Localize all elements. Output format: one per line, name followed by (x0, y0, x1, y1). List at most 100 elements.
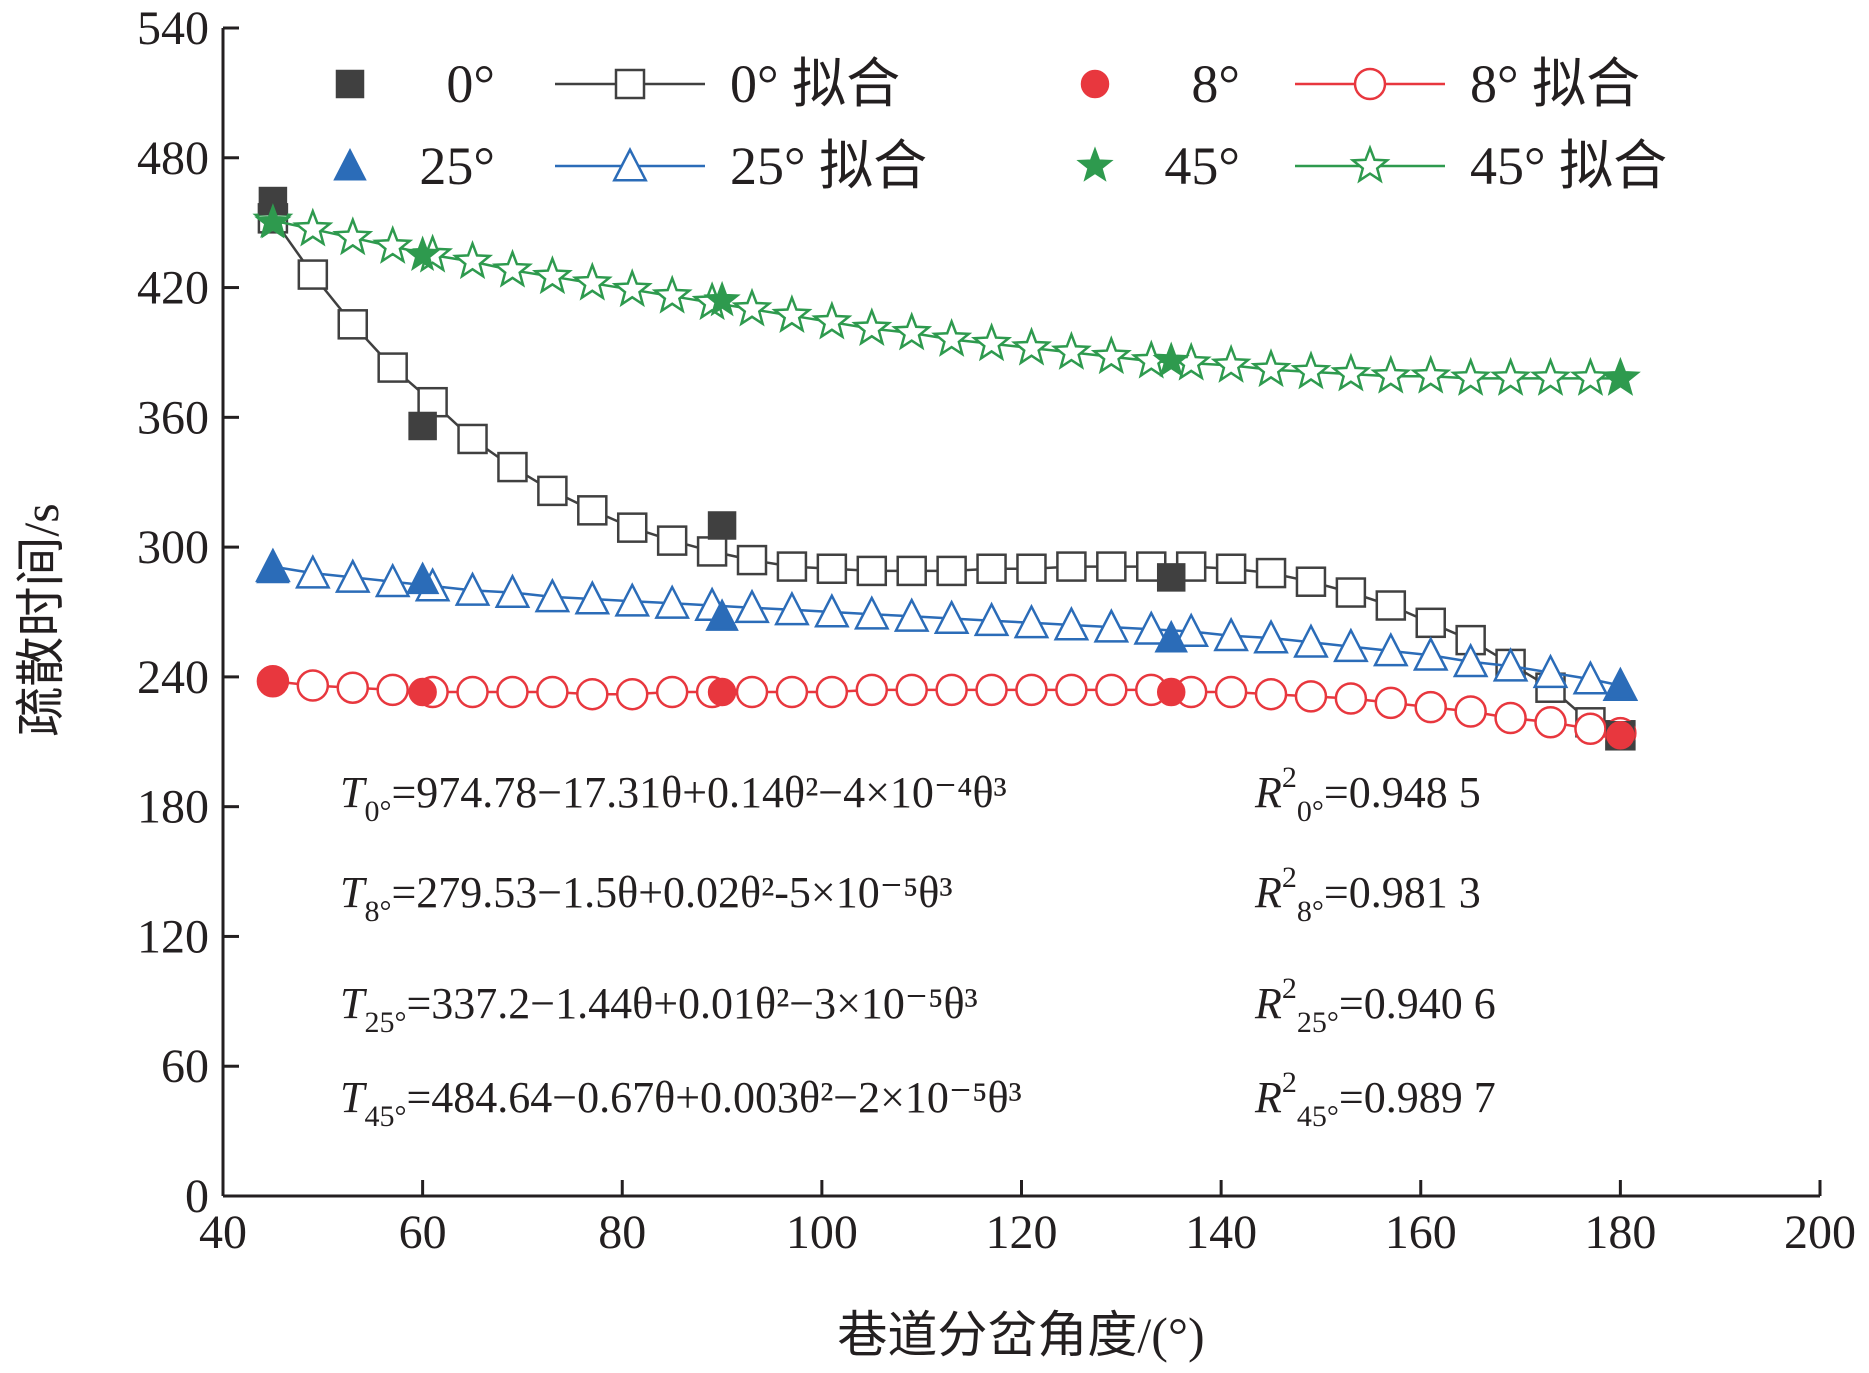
fit-equation: T25°=337.2−1.44θ+0.01θ²−3×10⁻⁵θ³ (340, 979, 978, 1039)
fit-marker-s25 (494, 573, 531, 609)
fit-marker-s0 (1215, 553, 1247, 584)
data-point-s0 (707, 511, 737, 540)
legend-entry-s8: 8° (1080, 54, 1240, 114)
fit-marker-s45 (491, 248, 533, 288)
data-point-s8 (1156, 677, 1186, 707)
r-superscript: 2 (1282, 861, 1297, 894)
legend-label-s0: 0° (446, 54, 495, 114)
y-tick-label: 480 (137, 132, 209, 185)
fit-marker-s45 (851, 307, 893, 347)
fit-marker-s25 (734, 588, 770, 624)
data-point-s45 (703, 280, 741, 317)
equation-row: T8°=279.53−1.5θ+0.02θ²-5×10⁻⁵θ³ R28°=0.98… (340, 861, 1481, 928)
equation-symbol: T (340, 768, 368, 817)
equation-subscript: 25° (364, 1006, 406, 1039)
x-tick-label: 180 (1584, 1206, 1656, 1259)
x-tick-label: 80 (598, 1206, 646, 1259)
fit-marker-s8 (655, 675, 689, 709)
data-point-s45 (254, 203, 292, 239)
legend-fit-marker-s25 (612, 147, 648, 182)
r-value: =0.948 5 (1324, 768, 1481, 817)
fit-marker-s25 (1373, 631, 1409, 667)
fit-marker-s8 (1414, 690, 1447, 724)
legend-label-s25: 25° (419, 136, 495, 196)
fit-marker-s25 (654, 584, 690, 619)
fit-marker-s8 (1494, 701, 1527, 735)
legend-label-s45: 45° (1164, 136, 1240, 196)
r-symbol: R (1254, 1073, 1282, 1122)
fit-marker-s0 (696, 536, 728, 567)
fit-marker-s45 (571, 261, 613, 301)
r-symbol: R (1254, 768, 1282, 817)
fit-marker-s25 (614, 582, 651, 617)
fit-marker-s45 (811, 300, 853, 340)
fit-marker-s45 (971, 322, 1013, 362)
fit-marker-s25 (1253, 618, 1289, 654)
x-tick-label: 60 (399, 1206, 447, 1259)
legend-marker-s0 (335, 69, 365, 99)
fit-marker-s45 (771, 294, 813, 334)
r-superscript: 2 (1282, 972, 1297, 1005)
fit-marker-s25 (853, 595, 890, 630)
legend-entry-fit-s0: 0° 拟合 (555, 54, 900, 114)
fit-marker-s8 (975, 673, 1008, 707)
r-squared: R225°=0.940 6 (1254, 972, 1496, 1039)
data-point-s8 (707, 677, 737, 707)
fit-marker-s0 (1335, 577, 1367, 608)
fit-marker-s8 (536, 675, 569, 709)
x-axis-label: 巷道分岔角度/(°) (837, 1307, 1204, 1363)
fit-curves (252, 198, 1641, 751)
legend-entry-s0: 0° (335, 54, 495, 114)
fit-marker-s45 (1490, 356, 1532, 396)
fit-equation: T45°=484.64−0.67θ+0.003θ²−2×10⁻⁵θ³ (340, 1073, 1022, 1133)
fit-marker-s0 (816, 553, 848, 584)
fit-marker-s0 (457, 423, 488, 455)
fit-marker-s8 (815, 675, 849, 709)
r-value: =0.981 3 (1324, 868, 1481, 917)
fit-marker-s25 (933, 599, 970, 634)
fit-marker-s0 (656, 525, 688, 556)
fit-marker-s0 (337, 309, 369, 340)
fit-marker-s45 (1210, 343, 1252, 383)
fit-marker-s45 (372, 224, 414, 264)
equation-symbol: T (340, 979, 368, 1028)
fit-marker-s25 (893, 597, 930, 632)
equation-subscript: 45° (364, 1100, 406, 1133)
data-point-s25 (1603, 667, 1638, 701)
fit-equation: T8°=279.53−1.5θ+0.02θ²-5×10⁻⁵θ³ (340, 868, 953, 928)
y-tick-label: 300 (137, 521, 209, 574)
fit-marker-s0 (1375, 590, 1407, 621)
fit-marker-s0 (1096, 551, 1127, 582)
fit-marker-s0 (1255, 557, 1287, 589)
data-point-s45 (403, 235, 442, 272)
fit-marker-s25 (1133, 610, 1170, 645)
legend-fit-marker-s45 (1349, 144, 1391, 184)
equation-body: =279.53−1.5θ+0.02θ²-5×10⁻⁵θ³ (391, 868, 952, 917)
fit-marker-s45 (1090, 335, 1132, 375)
legend-entry-s45: 45° (1076, 136, 1240, 196)
data-point-s8 (258, 666, 288, 696)
fit-marker-s25 (1093, 608, 1130, 643)
fit-marker-s8 (1294, 680, 1328, 713)
fit-marker-s25 (1053, 606, 1090, 641)
fit-marker-s45 (1530, 356, 1571, 396)
fit-marker-s45 (1290, 350, 1332, 390)
r-subscript: 45° (1297, 1100, 1339, 1133)
legend-label-s8: 8° (1191, 54, 1240, 114)
legend-entry-s25: 25° (333, 136, 495, 196)
fit-marker-s0 (1056, 551, 1087, 582)
legend-fit-label-s0: 0° 拟合 (730, 54, 900, 114)
fit-marker-s25 (1572, 660, 1609, 695)
fit-marker-s25 (295, 554, 331, 589)
fit-marker-s25 (374, 562, 411, 598)
series-s45 (254, 203, 1640, 395)
legend-marker-s8 (1080, 69, 1110, 99)
data-point-s45 (1152, 341, 1190, 377)
fit-marker-s8 (615, 677, 649, 711)
r-subscript: 0° (1297, 795, 1324, 828)
fit-marker-s0 (377, 352, 408, 383)
fit-marker-s8 (496, 675, 529, 709)
legend-fit-marker-s8 (1353, 67, 1387, 101)
legend-fit-label-s25: 25° 拟合 (730, 136, 927, 196)
fit-marker-s45 (1569, 356, 1611, 396)
